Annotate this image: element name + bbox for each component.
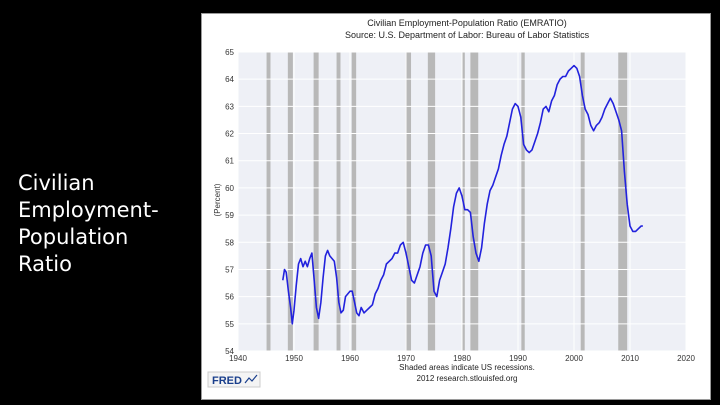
- y-tick-label: 58: [225, 238, 234, 247]
- y-tick-label: 57: [225, 265, 234, 274]
- x-tick-label: 2000: [565, 354, 583, 363]
- x-tick-label: 1960: [341, 354, 359, 363]
- chart-svg: Civilian Employment-Population Ratio (EM…: [202, 14, 710, 399]
- footnote-source: 2012 research.stlouisfed.org: [417, 374, 518, 383]
- y-tick-label: 63: [225, 102, 234, 111]
- x-tick-label: 1970: [397, 354, 415, 363]
- x-axis-ticks: 1940 1950 1960 1970 1980 1990 2000 2010 2020: [229, 354, 695, 363]
- recession-band: [580, 52, 585, 351]
- x-tick-label: 1950: [285, 354, 303, 363]
- fred-logo: FRED: [207, 371, 261, 388]
- recession-band: [521, 52, 525, 351]
- recession-band: [336, 52, 341, 351]
- fred-logo-text: FRED: [212, 375, 242, 387]
- y-tick-label: 65: [225, 48, 234, 57]
- y-axis-label: (Percent): [213, 183, 222, 216]
- employment-ratio-line: [282, 64, 643, 325]
- chart-figure: Civilian Employment-Population Ratio (EM…: [201, 13, 711, 400]
- x-tick-label: 1990: [509, 354, 527, 363]
- y-axis-ticks: 54 55 56 57 58 59 60 61 62 63 64 65: [225, 48, 234, 356]
- recession-band: [427, 52, 436, 351]
- recession-band: [266, 52, 271, 351]
- x-tick-label: 2020: [677, 354, 695, 363]
- y-tick-label: 54: [225, 347, 234, 356]
- x-tick-label: 1980: [453, 354, 471, 363]
- y-tick-label: 55: [225, 320, 234, 329]
- slide-title: Civilian Employment- Population Ratio: [18, 171, 159, 276]
- y-tick-label: 60: [225, 184, 234, 193]
- x-tick-label: 1940: [229, 354, 247, 363]
- series-line: [282, 64, 643, 325]
- recession-band: [405, 52, 412, 351]
- recession-band: [287, 52, 293, 351]
- grid-lines: [237, 51, 687, 352]
- chart-subtitle: Source: U.S. Department of Labor: Bureau…: [345, 30, 590, 40]
- y-tick-label: 62: [225, 130, 234, 139]
- recession-band: [618, 52, 628, 351]
- recession-band: [313, 52, 319, 351]
- y-tick-label: 59: [225, 211, 234, 220]
- x-tick-label: 2010: [621, 354, 639, 363]
- chart-title: Civilian Employment-Population Ratio (EM…: [367, 18, 566, 28]
- y-tick-label: 61: [225, 157, 234, 166]
- recession-band: [351, 52, 357, 351]
- recession-band: [470, 52, 479, 351]
- y-tick-label: 64: [225, 75, 234, 84]
- y-tick-label: 56: [225, 293, 234, 302]
- footnote-recessions: Shaded areas indicate US recessions.: [399, 363, 535, 372]
